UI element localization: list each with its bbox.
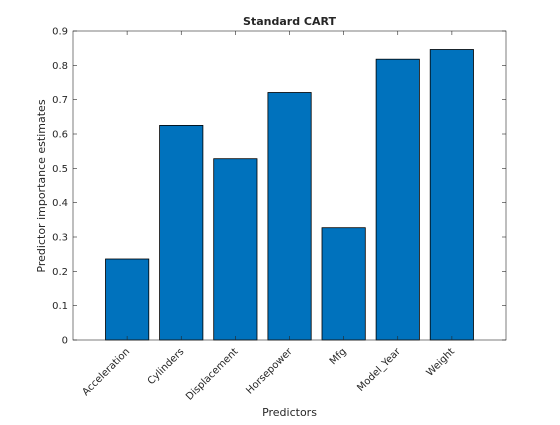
bar-horsepower (267, 92, 312, 341)
y-tick-label: 0.1 (52, 301, 68, 312)
bar-cylinders (159, 125, 204, 341)
chart-title: Standard CART (243, 15, 336, 28)
bar-displacement (213, 158, 258, 341)
x-tick-label: Displacement (184, 346, 240, 402)
x-tick-label: Weight (425, 346, 457, 378)
y-tick-label: 0.3 (52, 233, 68, 244)
x-axis-label: Predictors (262, 406, 317, 419)
bar-weight (429, 49, 474, 341)
y-tick-label: 0.4 (52, 198, 68, 209)
x-tick-label: Model_Year (355, 346, 403, 394)
x-tick-label: Acceleration (81, 346, 133, 398)
y-tick-label: 0.2 (52, 267, 68, 278)
y-axis-label: Predictor importance estimates (35, 99, 48, 272)
y-tick-label: 0.5 (52, 164, 68, 175)
plot-area: 0 0.1 0.2 0.3 0.4 0.5 0.6 0.7 0.8 0.9 Acceleration… (52, 27, 507, 403)
y-tick-label: 0.8 (52, 61, 68, 72)
x-tick-label: Mfg (328, 346, 349, 367)
bar-model-year (375, 58, 420, 341)
y-tick-label: 0.9 (52, 27, 68, 38)
bar-mfg (321, 227, 366, 341)
x-tick-label: Cylinders (146, 346, 187, 387)
y-tick-label: 0 (62, 336, 68, 347)
y-tick-label: 0.7 (52, 95, 68, 106)
x-tick-label: Horsepower (244, 346, 295, 397)
y-tick-label: 0.6 (52, 130, 68, 141)
bar-acceleration (105, 258, 150, 341)
